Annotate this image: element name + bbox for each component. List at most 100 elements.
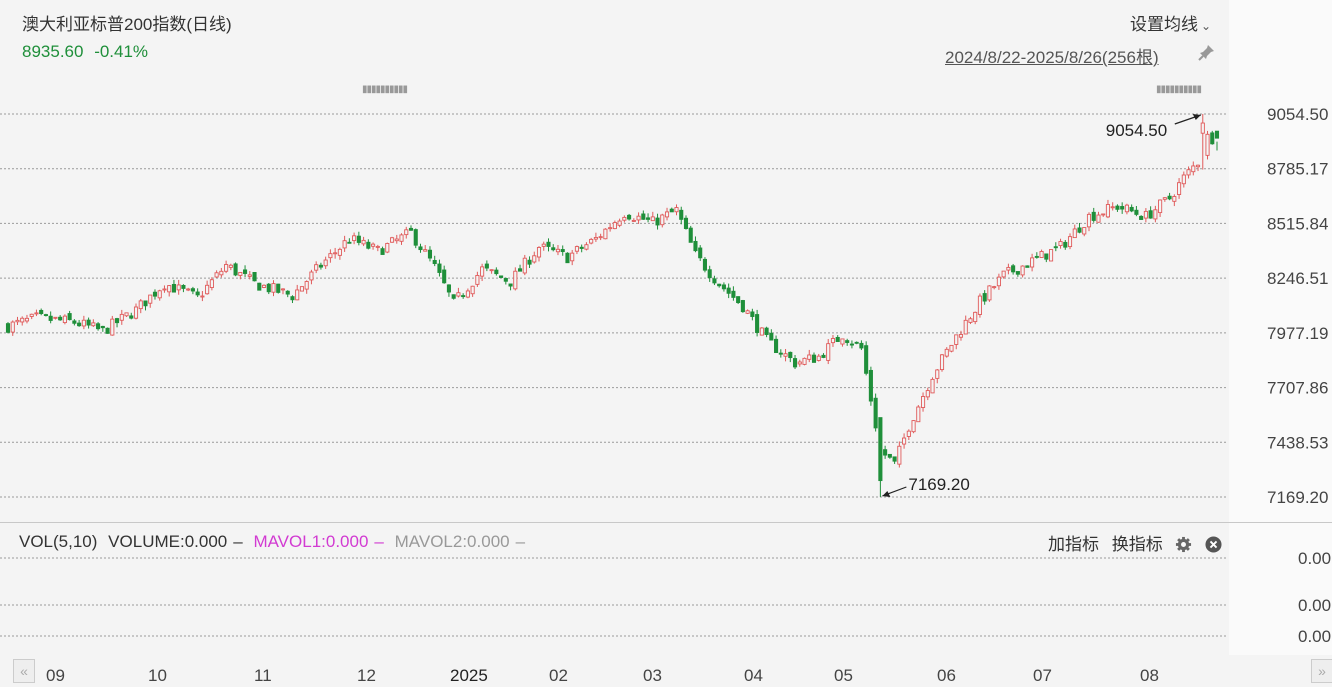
candle-body [247, 274, 252, 277]
price-axis-label: 8785.17 [1267, 160, 1328, 179]
candle-body [821, 354, 826, 358]
candle-body [541, 243, 546, 247]
candle-body [807, 354, 812, 360]
candlestick-chart[interactable]: 9054.50 8785.17 8515.84 8246.51 7977.19 7707.… [0, 0, 1332, 523]
candle-body [195, 291, 200, 296]
scroll-left-button[interactable]: « [13, 659, 35, 683]
candle-body [949, 344, 954, 352]
date-range[interactable]: 2024/8/22-2025/8/26(256根) [945, 48, 1159, 67]
candle-body [878, 417, 883, 482]
candle-body [755, 314, 760, 333]
time-axis [0, 655, 1332, 687]
candle-body [1172, 196, 1177, 202]
chevron-down-icon: ⌄ [1201, 19, 1212, 33]
candle-body [1063, 241, 1068, 248]
gear-icon[interactable] [1175, 536, 1192, 553]
candle-body [508, 283, 513, 287]
candle-body [280, 288, 286, 291]
candle-body [1082, 227, 1087, 235]
time-axis-label: 2025 [450, 666, 488, 685]
candle-body [442, 269, 447, 284]
candle-body [285, 290, 290, 295]
candle-body [1120, 206, 1125, 210]
candle-body [167, 285, 172, 293]
high-annotation-label: 9054.50 [1106, 121, 1167, 140]
candle-body [261, 284, 267, 288]
ma-settings-button[interactable]: 设置均线 ⌄ [1130, 10, 1211, 35]
ma-settings-label: 设置均线 [1130, 15, 1198, 34]
candle-body [408, 227, 414, 231]
candle-body [1077, 227, 1082, 233]
candle-body [916, 406, 921, 423]
candle-body [627, 214, 632, 220]
candle-body [939, 354, 945, 371]
scroll-right-button[interactable]: » [1311, 659, 1332, 683]
candle-body [982, 293, 987, 302]
time-axis-label: 10 [148, 666, 167, 685]
candle-body [1124, 204, 1129, 213]
add-indicator-button[interactable]: 加指标 [1048, 535, 1099, 554]
candle-body [205, 284, 210, 295]
candle-body [15, 319, 20, 323]
candle-body [579, 246, 584, 249]
candle-body [385, 243, 390, 253]
candle-body [522, 257, 527, 274]
candle-body [702, 258, 708, 271]
candle-body [598, 236, 603, 239]
candle-body [906, 430, 911, 437]
candle-body [337, 248, 342, 256]
candle-body [717, 283, 722, 287]
candle-body [190, 288, 195, 292]
candle-body [774, 338, 779, 354]
candle-body [1134, 209, 1139, 215]
pin-icon[interactable] [1197, 42, 1217, 62]
candle-body [745, 310, 750, 314]
candle-body [835, 336, 840, 342]
candle-body [1044, 253, 1049, 260]
candle-body [304, 281, 309, 290]
candle-body [920, 396, 926, 408]
candle-body [91, 322, 96, 327]
candle-body [987, 285, 992, 301]
candle-body [631, 219, 636, 222]
candle-body [413, 229, 418, 246]
candle-body [314, 264, 319, 271]
candle-body [380, 248, 385, 255]
candle-body [484, 263, 489, 269]
candle-body [641, 213, 646, 220]
candle-body [536, 247, 542, 258]
price-change: -0.41% [94, 42, 149, 61]
candle-body [290, 296, 295, 301]
candle-body [375, 245, 380, 248]
candle-body [228, 264, 233, 268]
candle-body [318, 264, 323, 268]
candle-body [1115, 205, 1120, 210]
candle-body [1177, 182, 1182, 195]
close-icon[interactable] [1205, 536, 1222, 553]
candle-body [555, 248, 561, 253]
candle-body [769, 332, 774, 341]
candle-body [1129, 206, 1134, 212]
candle-body [5, 323, 11, 333]
candle-body [532, 255, 537, 263]
candle-body [792, 358, 798, 368]
candle-body [830, 338, 836, 344]
candle-body [902, 437, 907, 445]
candle-body [81, 319, 86, 327]
candle-body [726, 287, 731, 294]
candle-body [617, 220, 622, 226]
candle-body [352, 235, 357, 242]
switch-indicator-button[interactable]: 换指标 [1111, 535, 1163, 554]
candle-body [105, 327, 110, 334]
candle-body [589, 238, 594, 244]
last-price: 8935.60 [22, 42, 84, 61]
candle-body [546, 241, 551, 247]
candle-body [660, 214, 665, 226]
candle-body [1210, 132, 1215, 145]
candle-body [636, 215, 641, 221]
candle-body [1143, 210, 1148, 219]
candle-body [252, 272, 257, 282]
candle-body [574, 246, 579, 252]
price-axis-label: 7977.19 [1267, 324, 1328, 343]
